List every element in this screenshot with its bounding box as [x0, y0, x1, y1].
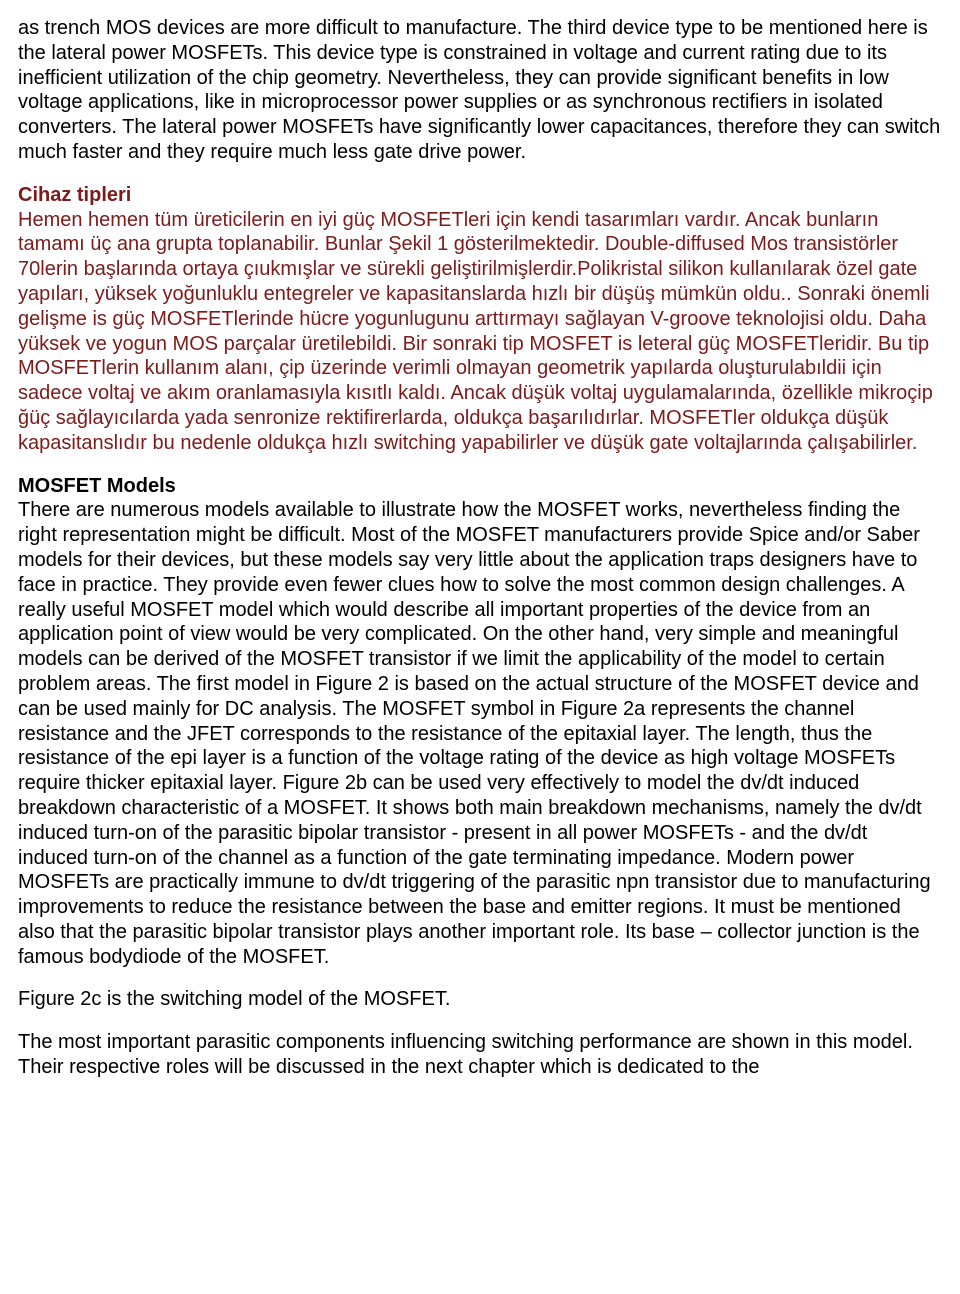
heading-cihaz-tipleri: Cihaz tipleri — [18, 183, 942, 208]
paragraph-mosfet-models: There are numerous models available to i… — [18, 498, 942, 969]
heading-mosfet-models: MOSFET Models — [18, 474, 942, 499]
paragraph-figure-2c: Figure 2c is the switching model of the … — [18, 987, 942, 1012]
paragraph-parasitic: The most important parasitic components … — [18, 1030, 942, 1080]
paragraph-intro: as trench MOS devices are more difficult… — [18, 16, 942, 165]
paragraph-cihaz-tipleri: Hemen hemen tüm üreticilerin en iyi güç … — [18, 208, 942, 456]
